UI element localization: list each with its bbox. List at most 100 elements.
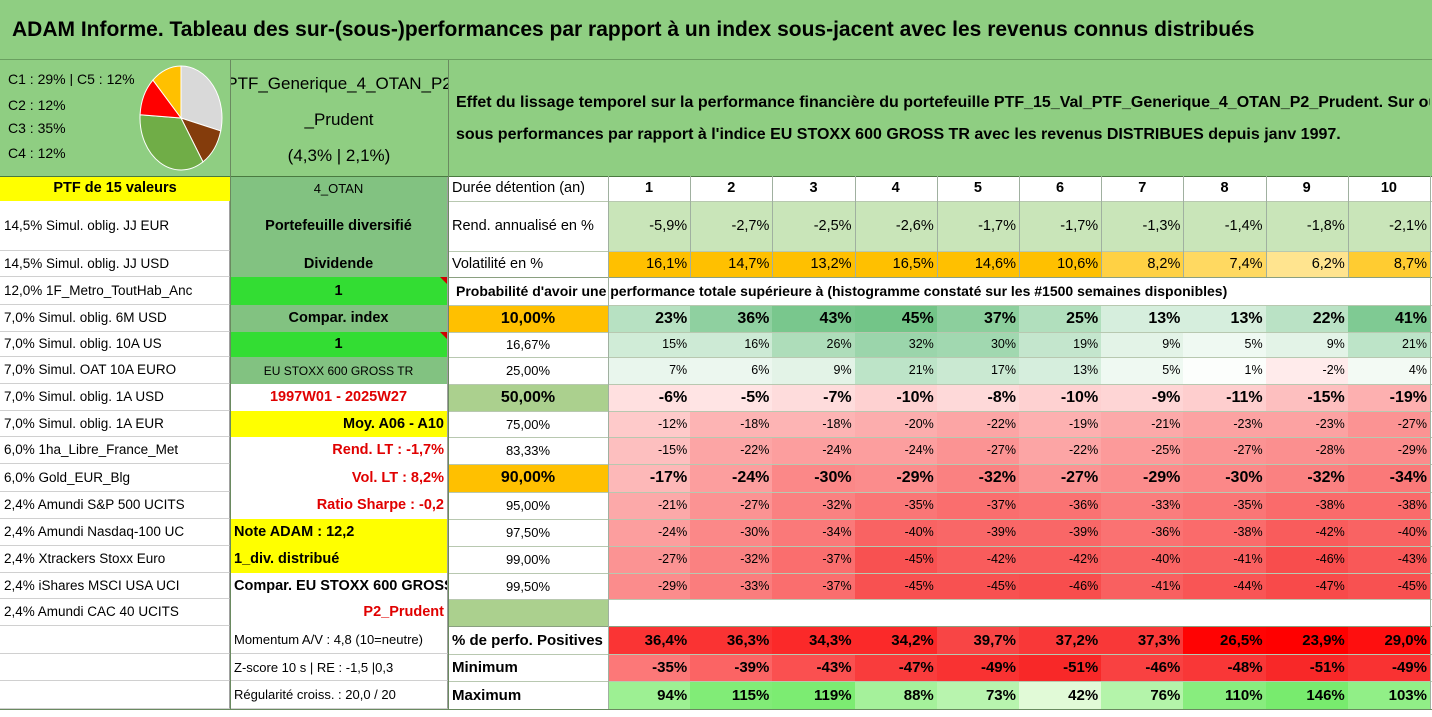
grid-line bbox=[448, 305, 1432, 306]
probability-value: 9% bbox=[1101, 332, 1184, 357]
portfolio-attribute: Rend. LT : -1,7% bbox=[230, 437, 448, 464]
portfolio-attribute: 1_div. distribué bbox=[230, 546, 448, 573]
grid-line bbox=[448, 201, 1432, 202]
risk-metric: Régularité croiss. : 20,0 / 20 bbox=[230, 681, 448, 709]
empty-holding-cell bbox=[0, 654, 230, 681]
grid-line bbox=[448, 251, 1432, 252]
probability-value: 41% bbox=[1347, 305, 1430, 332]
probability-value: 22% bbox=[1265, 305, 1348, 332]
probability-value: 5% bbox=[1101, 357, 1184, 384]
report-title: ADAM Informe. Tableau des sur-(sous-)per… bbox=[0, 0, 1432, 60]
probability-value: -42% bbox=[936, 546, 1019, 573]
grid-line bbox=[448, 626, 1432, 627]
probability-value: -20% bbox=[854, 411, 937, 437]
minimum-value: -49% bbox=[1347, 654, 1430, 681]
holding-duration-label: Durée détention (an) bbox=[452, 180, 585, 197]
probability-value: -19% bbox=[1347, 384, 1430, 411]
positive-perf-value: 39,7% bbox=[936, 626, 1019, 654]
maximum-label: Maximum bbox=[452, 686, 522, 704]
grid-line bbox=[448, 60, 449, 709]
probability-value: -47% bbox=[1265, 573, 1348, 599]
probability-value: 23% bbox=[608, 305, 691, 332]
empty-holding-cell bbox=[0, 626, 230, 654]
grid-line bbox=[448, 599, 1432, 600]
comment-marker-icon bbox=[440, 277, 447, 284]
probability-value: -32% bbox=[1265, 464, 1348, 492]
pie-legend-item: C1 : 29% | C5 : 12% bbox=[8, 72, 135, 86]
minimum-value: -43% bbox=[772, 654, 855, 681]
holding-item: 7,0% Simul. oblig. 6M USD bbox=[0, 305, 230, 332]
probability-value: -42% bbox=[1019, 546, 1102, 573]
probability-value: 15% bbox=[608, 332, 691, 357]
grid-line bbox=[608, 176, 609, 709]
probability-value: -38% bbox=[1347, 492, 1430, 519]
probability-title: Probabilité d'avoir une performance tota… bbox=[456, 283, 1228, 299]
positive-perf-value: 29,0% bbox=[1347, 626, 1430, 654]
probability-value: -39% bbox=[936, 519, 1019, 546]
probability-value: -8% bbox=[936, 384, 1019, 411]
holding-item: 6,0% 1ha_Libre_France_Met bbox=[0, 437, 230, 464]
maximum-value: 115% bbox=[690, 681, 773, 709]
grid-line bbox=[448, 546, 1432, 547]
grid-line bbox=[0, 176, 1432, 177]
probability-value: -11% bbox=[1183, 384, 1266, 411]
probability-value: 4% bbox=[1347, 357, 1430, 384]
comment-marker-icon bbox=[440, 332, 447, 339]
pie-slice-c3 bbox=[139, 114, 204, 171]
probability-value: -27% bbox=[1183, 437, 1266, 464]
portfolio-attribute: Compar. index bbox=[230, 305, 448, 332]
probability-value: -24% bbox=[772, 437, 855, 464]
probability-value: -15% bbox=[608, 437, 691, 464]
probability-value: -29% bbox=[1101, 464, 1184, 492]
portfolio-attribute: 1997W01 - 2025W27 bbox=[230, 384, 448, 411]
probability-value: -37% bbox=[772, 573, 855, 599]
probability-value: -29% bbox=[854, 464, 937, 492]
probability-value: -35% bbox=[854, 492, 937, 519]
positive-perf-value: 34,2% bbox=[854, 626, 937, 654]
pie-slice-c5 bbox=[152, 65, 182, 120]
probability-value: -41% bbox=[1183, 546, 1266, 573]
probability-threshold: 16,67% bbox=[448, 332, 608, 357]
probability-value: -45% bbox=[854, 573, 937, 599]
grid-line bbox=[690, 176, 692, 277]
annualized-return-value: -1,7% bbox=[1019, 201, 1102, 251]
probability-value: -21% bbox=[608, 492, 691, 519]
annualized-return-label: Rend. annualisé en % bbox=[452, 217, 594, 234]
probability-value: -46% bbox=[1265, 546, 1348, 573]
grid-line bbox=[1019, 176, 1020, 277]
probability-value: -37% bbox=[772, 546, 855, 573]
probability-value: -37% bbox=[936, 492, 1019, 519]
probability-value: -32% bbox=[690, 546, 773, 573]
grid-line bbox=[448, 332, 1432, 333]
positive-perf-value: 36,4% bbox=[608, 626, 691, 654]
probability-value: -33% bbox=[690, 573, 773, 599]
allocation-pie-chart bbox=[139, 65, 223, 171]
probability-value: 6% bbox=[690, 357, 773, 384]
grid-line bbox=[448, 411, 1432, 412]
maximum-value: 73% bbox=[936, 681, 1019, 709]
probability-value: 19% bbox=[1019, 332, 1102, 357]
year-header: 5 bbox=[973, 180, 982, 197]
empty-holding-cell bbox=[0, 681, 230, 709]
grid-line bbox=[448, 464, 1432, 465]
maximum-value: 146% bbox=[1265, 681, 1348, 709]
probability-value: -23% bbox=[1265, 411, 1348, 437]
probability-threshold: 95,00% bbox=[448, 492, 608, 519]
grid-line bbox=[448, 437, 1432, 438]
holding-item: 7,0% Simul. OAT 10A EURO bbox=[0, 357, 230, 384]
probability-value: -22% bbox=[1019, 437, 1102, 464]
maximum-value: 42% bbox=[1019, 681, 1102, 709]
portfolio-description-2: sous performances par rapport à l'indice… bbox=[456, 126, 1341, 143]
probability-value: -39% bbox=[1019, 519, 1102, 546]
minimum-label: Minimum bbox=[452, 659, 518, 676]
portfolio-attribute: Compar. EU STOXX 600 GROSS TR bbox=[230, 573, 448, 599]
grid-line bbox=[1101, 176, 1103, 277]
probability-value: -36% bbox=[1101, 519, 1184, 546]
holding-item: 7,0% Simul. oblig. 1A USD bbox=[0, 384, 230, 411]
probability-value: -43% bbox=[1347, 546, 1430, 573]
probability-value: -35% bbox=[1183, 492, 1266, 519]
probability-value: -40% bbox=[854, 519, 937, 546]
pie-legend-item: C3 : 35% bbox=[8, 119, 66, 136]
probability-value: -22% bbox=[936, 411, 1019, 437]
grid-line bbox=[448, 357, 1432, 358]
